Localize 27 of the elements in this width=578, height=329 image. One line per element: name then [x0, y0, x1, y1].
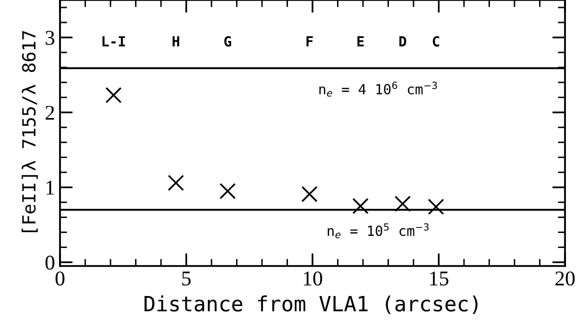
annotation: n$_{e}$ = 10$^{5}$ cm$^{−3}$ [328, 223, 429, 238]
annotation: G [224, 36, 232, 47]
annotation: C [432, 36, 440, 47]
point [105, 87, 122, 104]
y-tick-label: 1 [46, 180, 54, 195]
point [301, 186, 318, 202]
y-tick-label: 3 [46, 30, 54, 45]
annotation: n$_{e}$ = 4 10$^{6}$ cm$^{−3}$ [319, 82, 437, 97]
point [394, 196, 411, 212]
point [428, 198, 444, 215]
point [352, 198, 369, 214]
x-tick-label: 10 [304, 271, 322, 286]
y-tick-label: 0 [46, 256, 54, 270]
annotation: E [357, 36, 364, 46]
annotation: L-I [102, 36, 125, 46]
point [220, 182, 236, 200]
x-tick-label: 15 [430, 272, 448, 286]
x-tick-label: 0 [56, 271, 64, 286]
annotation: F [306, 36, 313, 46]
x-axis-title: Distance from VLA1 (arcsec) [144, 295, 478, 314]
point [168, 174, 184, 191]
annotation: D [399, 36, 406, 46]
x-tick-label: 20 [556, 271, 575, 286]
x-tick-label: 5 [182, 272, 191, 286]
annotation: H [172, 36, 180, 46]
y-tick-label: 2 [46, 106, 54, 120]
y-axis-title: [FeII]λ 7155/λ 8617 [22, 31, 38, 232]
